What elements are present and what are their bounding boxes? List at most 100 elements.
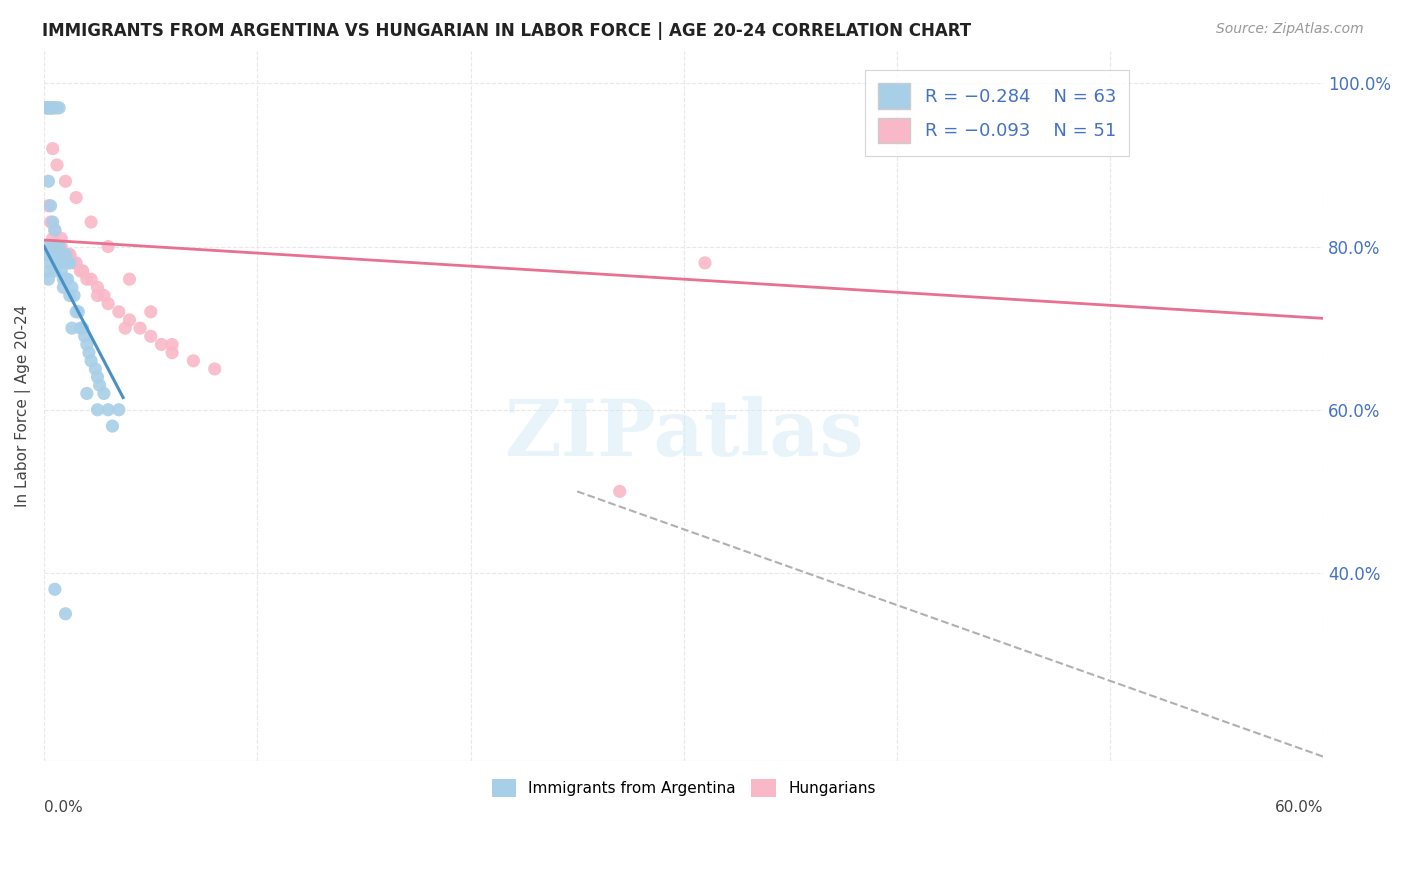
Y-axis label: In Labor Force | Age 20-24: In Labor Force | Age 20-24 — [15, 304, 31, 507]
Point — [73, 329, 96, 343]
Point — [60, 280, 83, 294]
Point — [44, 239, 66, 253]
Point — [41, 101, 63, 115]
Point — [37, 264, 59, 278]
Point — [37, 239, 59, 253]
Point — [69, 321, 91, 335]
Point — [55, 248, 77, 262]
Point — [46, 248, 69, 262]
Point — [65, 256, 87, 270]
Point — [46, 239, 69, 253]
Point — [93, 288, 115, 302]
Point — [76, 272, 98, 286]
Point — [52, 248, 75, 262]
Point — [160, 345, 183, 359]
Point — [65, 190, 87, 204]
Point — [46, 158, 69, 172]
Legend: R = −0.284    N = 63, R = −0.093    N = 51: R = −0.284 N = 63, R = −0.093 N = 51 — [865, 70, 1129, 156]
Point — [48, 248, 70, 262]
Point — [55, 272, 77, 286]
Point — [44, 239, 66, 253]
Point — [160, 337, 183, 351]
Point — [35, 101, 58, 115]
Point — [48, 239, 70, 253]
Point — [183, 353, 205, 368]
Point — [97, 296, 120, 310]
Point — [51, 248, 73, 262]
Point — [44, 582, 66, 597]
Point — [51, 231, 73, 245]
Point — [37, 174, 59, 188]
Point — [39, 256, 62, 270]
Point — [63, 256, 86, 270]
Point — [44, 223, 66, 237]
Point — [55, 174, 77, 188]
Point — [37, 101, 59, 115]
Point — [56, 256, 79, 270]
Point — [44, 264, 66, 278]
Point — [86, 402, 108, 417]
Point — [84, 362, 107, 376]
Point — [41, 239, 63, 253]
Point — [39, 248, 62, 262]
Point — [52, 272, 75, 286]
Point — [72, 321, 94, 335]
Point — [118, 272, 141, 286]
Point — [44, 223, 66, 237]
Point — [139, 329, 162, 343]
Point — [55, 248, 77, 262]
Point — [35, 248, 58, 262]
Point — [114, 321, 136, 335]
Point — [204, 362, 226, 376]
Point — [80, 215, 103, 229]
Point — [107, 305, 129, 319]
Point — [139, 305, 162, 319]
Point — [86, 288, 108, 302]
Point — [41, 142, 63, 156]
Point — [41, 215, 63, 229]
Point — [77, 345, 100, 359]
Point — [101, 419, 124, 434]
Point — [693, 256, 716, 270]
Text: 60.0%: 60.0% — [1275, 799, 1323, 814]
Text: Source: ZipAtlas.com: Source: ZipAtlas.com — [1216, 22, 1364, 37]
Point — [41, 101, 63, 115]
Point — [37, 101, 59, 115]
Point — [51, 264, 73, 278]
Point — [59, 288, 82, 302]
Point — [72, 264, 94, 278]
Text: ZIPatlas: ZIPatlas — [503, 396, 863, 472]
Point — [52, 280, 75, 294]
Point — [48, 256, 70, 270]
Point — [67, 305, 90, 319]
Point — [51, 239, 73, 253]
Point — [107, 402, 129, 417]
Point — [97, 402, 120, 417]
Point — [76, 337, 98, 351]
Point — [93, 386, 115, 401]
Point — [59, 248, 82, 262]
Point — [59, 248, 82, 262]
Point — [35, 101, 58, 115]
Point — [39, 101, 62, 115]
Point — [80, 353, 103, 368]
Point — [76, 386, 98, 401]
Point — [37, 101, 59, 115]
Text: 0.0%: 0.0% — [44, 799, 83, 814]
Point — [41, 248, 63, 262]
Point — [37, 199, 59, 213]
Point — [39, 215, 62, 229]
Point — [86, 370, 108, 384]
Point — [86, 280, 108, 294]
Point — [37, 272, 59, 286]
Point — [48, 101, 70, 115]
Text: IMMIGRANTS FROM ARGENTINA VS HUNGARIAN IN LABOR FORCE | AGE 20-24 CORRELATION CH: IMMIGRANTS FROM ARGENTINA VS HUNGARIAN I… — [42, 22, 972, 40]
Point — [609, 484, 631, 499]
Point — [44, 101, 66, 115]
Point — [129, 321, 152, 335]
Point — [46, 256, 69, 270]
Point — [56, 248, 79, 262]
Point — [69, 264, 91, 278]
Point — [89, 378, 111, 392]
Point — [63, 288, 86, 302]
